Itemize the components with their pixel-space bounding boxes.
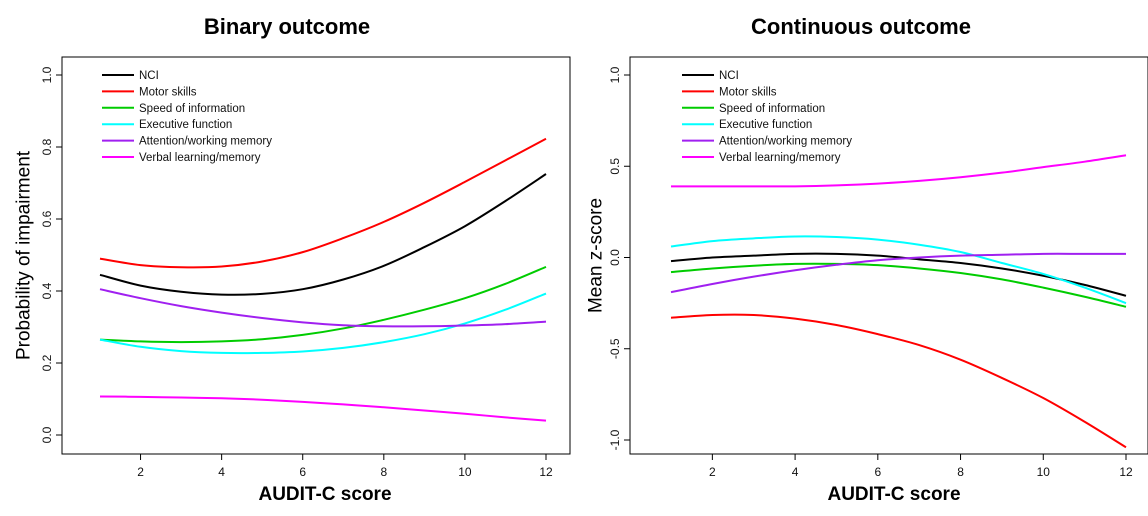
chart-title: Continuous outcome bbox=[751, 14, 971, 39]
x-axis-title: AUDIT-C score bbox=[827, 484, 961, 505]
series-line bbox=[670, 252, 1127, 297]
legend-label: Attention/working memory bbox=[719, 136, 852, 148]
y-axis-title: Mean z-score bbox=[586, 198, 607, 313]
x-tick-label: 4 bbox=[218, 465, 225, 479]
x-tick-label: 10 bbox=[1037, 465, 1051, 479]
plot-frame bbox=[629, 56, 1148, 455]
chart-panel-binary: Binary outcome 2 4 6 8 10 12 0.0 0.2 0.4 0.6 0.8 1.… bbox=[14, 14, 571, 505]
legend-label: Motor skills bbox=[719, 86, 777, 98]
series-line bbox=[670, 235, 1127, 305]
y-tick-label: -1.0 bbox=[608, 429, 622, 450]
x-tick-label: 6 bbox=[874, 465, 881, 479]
y-tick-label: 0.2 bbox=[40, 354, 54, 371]
legend-label: Motor skills bbox=[139, 86, 197, 98]
legend-label: Verbal learning/memory bbox=[139, 152, 261, 164]
x-axis-title: AUDIT-C score bbox=[258, 484, 392, 505]
y-tick-label: 1.0 bbox=[608, 66, 622, 83]
legend-label: Attention/working memory bbox=[139, 136, 272, 148]
series-line bbox=[99, 288, 547, 328]
series-line bbox=[99, 395, 547, 422]
x-tick-label: 6 bbox=[299, 465, 306, 479]
legend-label: Executive function bbox=[139, 119, 232, 131]
chart-title: Binary outcome bbox=[203, 14, 371, 39]
x-tick-label: 8 bbox=[957, 465, 964, 479]
plot-frame bbox=[61, 56, 571, 455]
series-line bbox=[670, 252, 1126, 294]
series-line bbox=[670, 313, 1127, 449]
legend-label: NCI bbox=[719, 70, 739, 82]
y-tick-label: 0.8 bbox=[40, 138, 54, 155]
y-tick-label: 0.6 bbox=[40, 210, 54, 227]
series-line bbox=[99, 137, 547, 269]
y-tick-label: 1.0 bbox=[40, 66, 54, 83]
legend-label: NCI bbox=[139, 70, 159, 82]
legend-label: Executive function bbox=[719, 119, 812, 131]
series-line bbox=[670, 262, 1127, 308]
legend-label: Speed of information bbox=[139, 103, 245, 115]
series-line bbox=[99, 173, 547, 296]
x-tick-label: 12 bbox=[1119, 465, 1133, 479]
legend-label: Speed of information bbox=[719, 103, 825, 115]
chart-svg-binary: 2 4 6 8 10 12 0.0 0.2 0.4 0.6 0.8 1.0 Probability of… bbox=[14, 56, 571, 479]
x-tick-label: 8 bbox=[380, 465, 387, 479]
x-tick-label: 2 bbox=[137, 465, 144, 479]
x-tick-label: 10 bbox=[458, 465, 472, 479]
y-tick-label: 0.5 bbox=[608, 158, 622, 175]
series-line bbox=[99, 265, 547, 344]
x-tick-label: 12 bbox=[539, 465, 553, 479]
series-line bbox=[99, 292, 547, 355]
y-tick-label: 0.4 bbox=[40, 282, 54, 299]
x-tick-label: 4 bbox=[792, 465, 799, 479]
y-tick-label: 0.0 bbox=[608, 249, 622, 266]
legend-label: Verbal learning/memory bbox=[719, 152, 841, 164]
chart-svg-continuous: 2 4 6 8 10 12 -1.0 -0.5 0.0 0.5 1.0 Mean z-score NCI… bbox=[586, 56, 1148, 479]
y-axis-title: Probability of impairment bbox=[14, 150, 35, 360]
chart-panel-continuous: Continuous outcome 2 4 6 8 10 12 -1.0 -0.5 0.0 0.… bbox=[574, 0, 1148, 516]
x-tick-label: 2 bbox=[709, 465, 716, 479]
series-line bbox=[671, 154, 1127, 188]
y-tick-label: 0.0 bbox=[40, 426, 54, 443]
y-tick-label: -0.5 bbox=[608, 338, 622, 359]
